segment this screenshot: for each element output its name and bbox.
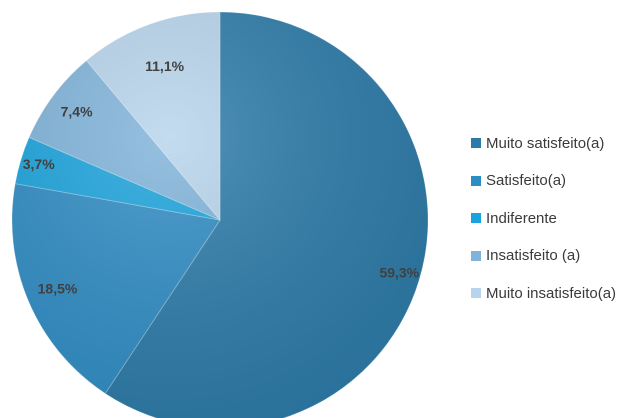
data-label-muito-insatisfeito: 11,1% [145,58,184,74]
data-label-muito-satisfeito: 59,3% [379,265,419,281]
legend-label: Indiferente [486,209,557,227]
legend-swatch [471,288,481,298]
legend-swatch [471,138,481,148]
legend-swatch [471,250,481,261]
legend-item-insatisfeito: Insatisfeito (a) [471,247,616,265]
legend: Muito satisfeito(a) Satisfeito(a) Indife… [471,134,616,302]
data-label-satisfeito: 18,5% [38,280,78,296]
legend-item-muito-satisfeito: Muito satisfeito(a) [471,134,616,152]
legend-label: Insatisfeito (a) [486,247,581,264]
legend-label: Muito satisfeito(a) [486,134,605,152]
legend-swatch [471,175,481,186]
data-label-insatisfeito: 7,4% [61,104,93,120]
legend-item-indiferente: Indiferente [471,209,616,227]
data-label-indiferente: 3,7% [23,156,55,172]
legend-swatch [471,213,481,223]
legend-item-muito-insatisfeito: Muito insatisfeito(a) [471,284,616,302]
legend-label: Satisfeito(a) [486,172,567,189]
legend-label: Muito insatisfeito(a) [486,284,617,302]
legend-item-satisfeito: Satisfeito(a) [471,172,616,190]
